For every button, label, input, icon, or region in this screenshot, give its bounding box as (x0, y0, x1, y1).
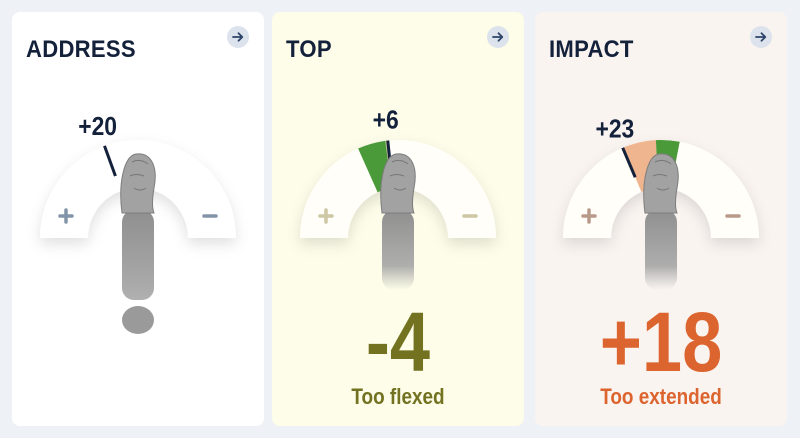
fist (120, 153, 156, 214)
arrow-right-icon (492, 32, 504, 42)
forearm (645, 210, 677, 290)
fist (380, 153, 416, 214)
plus-icon (318, 208, 334, 224)
gauge-arc (300, 140, 496, 238)
metric-card: ADDRESS +20 (12, 12, 264, 426)
forearm (122, 210, 154, 300)
wrist-gauge: +23 (563, 115, 759, 290)
hand-arm-icon (120, 153, 156, 334)
open-details-button[interactable] (750, 26, 772, 48)
open-details-button[interactable] (227, 26, 249, 48)
gauge-needle (621, 147, 637, 178)
result-verdict: Too flexed (351, 384, 445, 409)
plus-icon (581, 208, 597, 224)
hand-arm-icon (380, 153, 416, 290)
metric-card: IMPACT +23 +18 Too extended (535, 12, 787, 426)
finger-lines (652, 159, 672, 191)
gauge-value-label: +6 (373, 106, 399, 135)
arrow-right-icon (232, 32, 244, 42)
card-title: ADDRESS (26, 36, 136, 63)
gauge-arc (563, 140, 759, 238)
gauge-value-label: +23 (596, 115, 635, 144)
finger-lines (129, 159, 149, 191)
result-verdict: Too extended (600, 384, 722, 409)
elbow (122, 306, 154, 334)
arrow-right-icon (755, 32, 767, 42)
fist (643, 153, 679, 214)
metric-card: TOP +6 -4 Too flexed (272, 12, 524, 426)
open-details-button[interactable] (487, 26, 509, 48)
result-value: -4 (365, 295, 431, 389)
result-value: +18 (599, 295, 723, 389)
forearm (382, 210, 414, 290)
finger-lines (389, 159, 409, 191)
wrist-gauge: +6 (300, 106, 496, 290)
hand-arm-icon (643, 153, 679, 290)
card-title: IMPACT (549, 36, 634, 63)
card-title: TOP (286, 36, 332, 63)
gauge-needle (103, 145, 117, 177)
plus-icon (58, 208, 74, 224)
wrist-gauge: +20 (40, 113, 236, 334)
gauge-arc (40, 140, 236, 238)
gauge-value-label: +20 (78, 113, 117, 142)
